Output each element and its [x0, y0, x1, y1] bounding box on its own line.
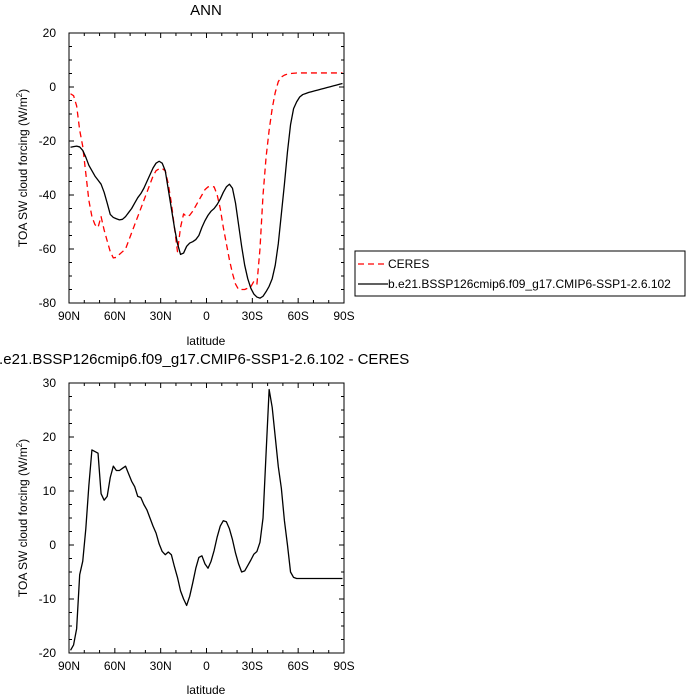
top-y-label-superscript: 2: [15, 92, 24, 97]
top-x-ticks: 90N 60N 30N 0 30S 60S 90S: [58, 33, 355, 323]
bottom-plot-area: [69, 388, 343, 651]
top-x-tick-label: 90N: [58, 309, 80, 323]
top-x-tick-label: 30S: [242, 309, 263, 323]
bottom-y-tick-label: 30: [43, 376, 57, 390]
top-panel: ANN 90N 60N 30N 0 30S 60S 90S -80-60-40-20020 …: [15, 2, 355, 348]
bottom-x-tick-label: 90S: [333, 659, 354, 673]
top-chart-title: ANN: [190, 2, 222, 19]
legend-box: [354, 250, 686, 297]
top-x-tick-label: 60N: [104, 309, 126, 323]
bottom-y-ticks: -20 -10 0 10 20 30: [39, 376, 344, 660]
bottom-x-ticks: 90N 60N 30N 0 30S 60S 90S: [58, 383, 355, 673]
top-x-tick-label: 0: [203, 309, 210, 323]
bottom-series-line-0: [69, 388, 343, 651]
bottom-panel: b.e21.BSSP126cmip6.f09_g17.CMIP6-SSP1-2.…: [0, 351, 409, 697]
bottom-x-axis-label: latitude: [187, 683, 226, 697]
bottom-x-tick-label: 60S: [287, 659, 308, 673]
top-y-axis-label: TOA SW cloud forcing (W/m2): [15, 89, 30, 247]
top-y-ticks: -80 -60 -40 -20 0 20: [39, 26, 344, 310]
legend-label-ceres: CERES: [388, 257, 429, 271]
top-x-axis-label: latitude: [187, 334, 226, 348]
bottom-x-tick-label: 30N: [150, 659, 172, 673]
top-x-tick-label: 90S: [333, 309, 354, 323]
bottom-x-tick-label: 30S: [242, 659, 263, 673]
top-x-tick-label: 30N: [150, 309, 172, 323]
bottom-plot-frame: [68, 382, 345, 654]
bottom-y-label-main: TOA SW cloud forcing (W/m: [16, 447, 30, 597]
bottom-x-tick-label: 60N: [104, 659, 126, 673]
top-y-tick-label: -60: [39, 242, 57, 256]
bottom-y-tick-label: 10: [43, 484, 57, 498]
legend: CERES b.e21.BSSP126cmip6.f09_g17.CMIP6-S…: [354, 250, 686, 297]
legend-label-model: b.e21.BSSP126cmip6.f09_g17.CMIP6-SSP1-2.…: [388, 277, 671, 291]
top-y-tick-label: -80: [39, 296, 57, 310]
bottom-y-tick-label: 20: [43, 430, 57, 444]
bottom-y-axis-label: TOA SW cloud forcing (W/m2): [15, 439, 30, 597]
top-y-tick-label: -40: [39, 188, 57, 202]
top-x-tick-label: 60S: [287, 309, 308, 323]
bottom-y-tick-label: 0: [49, 538, 56, 552]
bottom-x-tick-label: 90N: [58, 659, 80, 673]
bottom-y-tick-label: -10: [39, 592, 57, 606]
top-series-line-0: [70, 72, 343, 291]
top-y-label-main: TOA SW cloud forcing (W/m: [16, 97, 30, 247]
top-y-tick-label: 0: [49, 80, 56, 94]
bottom-y-label-close: ): [16, 439, 30, 443]
top-y-label-close: ): [16, 89, 30, 93]
top-y-tick-label: -20: [39, 134, 57, 148]
bottom-y-tick-label: -20: [39, 646, 57, 660]
bottom-y-label-superscript: 2: [15, 442, 24, 447]
top-plot-area: [70, 72, 343, 299]
bottom-x-tick-label: 0: [203, 659, 210, 673]
top-series-line-1: [70, 82, 343, 299]
bottom-chart-title: b.e21.BSSP126cmip6.f09_g17.CMIP6-SSP1-2.…: [0, 351, 409, 368]
top-y-tick-label: 20: [43, 26, 57, 40]
